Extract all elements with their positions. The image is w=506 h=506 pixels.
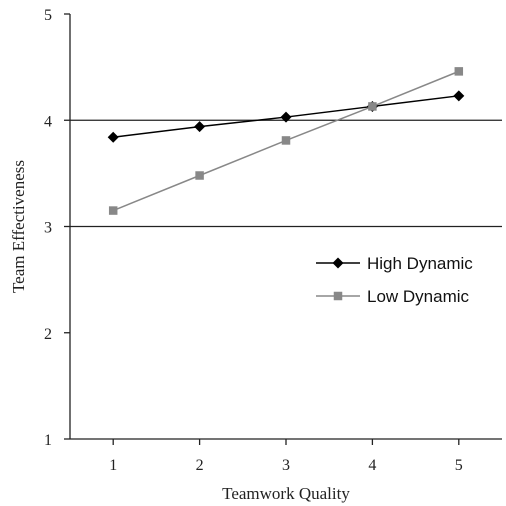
y-axis-title: Team Effectiveness [9, 160, 28, 293]
legend-square-icon [333, 291, 343, 301]
series-high-dynamic [107, 90, 465, 143]
x-tick-label: 2 [196, 457, 204, 474]
x-tick-label: 1 [109, 457, 117, 474]
legend-item: Low Dynamic [316, 287, 470, 306]
square-marker [108, 206, 118, 215]
legend-item: High Dynamic [316, 254, 473, 273]
series [107, 67, 465, 215]
series-low-dynamic [108, 67, 464, 215]
legend: High Dynamic Low Dynamic [316, 254, 473, 306]
x-tick-label: 4 [368, 457, 376, 474]
diamond-marker [194, 121, 206, 133]
x-tick-label: 5 [455, 457, 463, 474]
square-marker [281, 136, 291, 145]
diamond-marker [107, 131, 119, 143]
square-marker [368, 102, 377, 111]
y-tick-label: 2 [44, 326, 52, 343]
legend-diamond-icon [332, 257, 344, 269]
x-axis-title: Teamwork Quality [222, 484, 350, 503]
y-tick-label: 4 [44, 113, 52, 130]
ticks: 1 2 3 4 5 1 2 3 4 5 [44, 7, 463, 474]
legend-label: High Dynamic [367, 254, 473, 273]
square-marker [195, 171, 204, 180]
y-tick-label: 1 [44, 432, 52, 449]
diamond-marker [280, 111, 292, 123]
legend-label: Low Dynamic [367, 287, 470, 306]
diamond-marker [453, 90, 465, 102]
square-marker [454, 67, 464, 76]
x-tick-label: 3 [282, 457, 290, 474]
y-tick-label: 5 [44, 7, 52, 24]
y-tick-label: 3 [44, 220, 52, 237]
